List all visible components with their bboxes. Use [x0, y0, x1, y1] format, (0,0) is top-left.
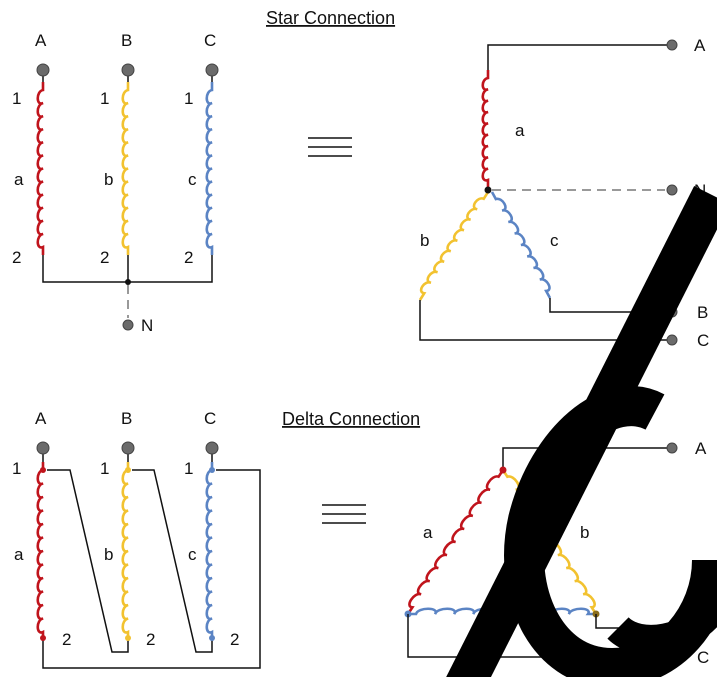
watermark-stroke-inner-ring: [607, 600, 717, 655]
star-neutral-label: N: [141, 316, 153, 335]
delta-eq-b-winding-label: b: [580, 523, 589, 542]
delta-coil-b: [121, 462, 130, 640]
delta-coil-a: [36, 462, 45, 640]
star-eq-terminal-n: [666, 184, 678, 196]
star-terminal-c: [205, 63, 219, 77]
star-section: Star Connection A B C 1 1 1 2 2 2: [12, 8, 709, 350]
star-c-start-label: 1: [184, 89, 193, 108]
star-eq-terminal-c: [666, 334, 678, 346]
delta-terminal-a: [36, 441, 50, 455]
star-coil-b: [121, 82, 130, 255]
star-windings: A B C 1 1 1 2 2 2 a b c: [12, 31, 219, 335]
delta-phase-b-label: B: [121, 409, 132, 428]
delta-eq-a-winding-label: a: [423, 523, 433, 542]
star-eq-coil-a: [481, 70, 490, 188]
star-a-end-label: 2: [12, 248, 21, 267]
delta-phase-c-label: C: [204, 409, 216, 428]
watermark-overlay: [446, 185, 717, 677]
star-phase-c-label: C: [204, 31, 216, 50]
delta-b-start-label: 1: [100, 459, 109, 478]
delta-c-start-label: 1: [184, 459, 193, 478]
star-coil-a: [36, 82, 45, 255]
delta-eq-coil-a: [406, 469, 505, 615]
delta-a-end-label: 2: [62, 630, 71, 649]
star-terminal-b: [121, 63, 135, 77]
star-coil-c: [205, 82, 214, 255]
star-neutral-terminal: [122, 319, 134, 331]
star-phase-a-label: A: [35, 31, 47, 50]
star-eq-a-label: A: [694, 36, 706, 55]
delta-terminal-c: [205, 441, 219, 455]
delta-coil-c: [205, 462, 214, 640]
delta-eq-terminal-a: [666, 442, 678, 454]
delta-equivalence-symbol: [322, 504, 366, 524]
delta-a-start-label: 1: [12, 459, 21, 478]
star-b-end-label: 2: [100, 248, 109, 267]
star-winding-a-label: a: [14, 170, 24, 189]
star-b-start-label: 1: [100, 89, 109, 108]
star-c-end-label: 2: [184, 248, 193, 267]
star-eq-c-winding-label: c: [550, 231, 559, 250]
delta-terminal-b: [121, 441, 135, 455]
star-equivalence-symbol: [308, 137, 352, 157]
star-winding-c-label: c: [188, 170, 197, 189]
star-a-start-label: 1: [12, 89, 21, 108]
delta-winding-a-label: a: [14, 545, 24, 564]
delta-title: Delta Connection: [282, 409, 420, 429]
delta-link-c-a: [42, 469, 261, 669]
star-eq-coil-c: [490, 191, 552, 299]
star-eq-b-winding-label: b: [420, 231, 429, 250]
delta-b-end-label: 2: [146, 630, 155, 649]
delta-winding-b-label: b: [104, 545, 113, 564]
star-eq-terminal-a: [666, 39, 678, 51]
star-eq-a-winding-label: a: [515, 121, 525, 140]
star-phase-b-label: B: [121, 31, 132, 50]
star-title: Star Connection: [266, 8, 395, 28]
delta-windings: A B C 1 1 1 2 2 2 a b c: [12, 409, 261, 669]
delta-link-a-b: [47, 469, 129, 653]
star-terminal-a: [36, 63, 50, 77]
delta-phase-a-label: A: [35, 409, 47, 428]
delta-link-b-c: [132, 469, 213, 653]
delta-eq-c-label: C: [697, 648, 709, 667]
star-eq-c-label: C: [697, 331, 709, 350]
delta-c-end-label: 2: [230, 630, 239, 649]
delta-eq-a-label: A: [695, 439, 707, 458]
star-eq-b-label: B: [697, 303, 708, 322]
delta-winding-c-label: c: [188, 545, 197, 564]
star-eq-coil-b: [418, 191, 490, 301]
star-winding-b-label: b: [104, 170, 113, 189]
